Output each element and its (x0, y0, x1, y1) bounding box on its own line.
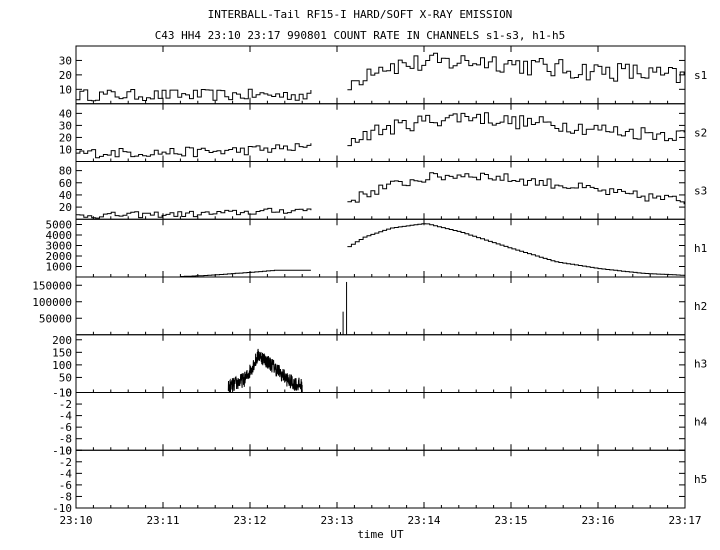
series-s3 (76, 207, 312, 219)
channel-label-h3: h3 (694, 358, 707, 371)
ytick-label-h4: 0 (65, 387, 72, 400)
panel-frame-h2 (75, 276, 686, 336)
panel-frame-s3 (75, 161, 686, 220)
ytick-label-s1: 20 (59, 69, 72, 82)
xtick-label: 23:16 (581, 514, 614, 527)
series-s1 (76, 88, 312, 102)
panel-frame-h4 (75, 392, 686, 451)
xtick-label: 23:12 (233, 514, 266, 527)
series-s3 (347, 172, 685, 205)
xtick-label: 23:11 (146, 514, 179, 527)
series-h1 (347, 223, 685, 276)
series-s2 (347, 112, 685, 147)
channel-label-h5: h5 (694, 473, 707, 486)
ytick-label-s1: 30 (59, 54, 72, 67)
chart-title: INTERBALL-Tail RF15-I HARD/SOFT X-RAY EM… (207, 8, 513, 21)
ytick-label-h4: -8 (59, 433, 72, 446)
ytick-label-h5: -6 (59, 479, 72, 492)
x-axis-label: time UT (357, 528, 404, 541)
chart-subtitle: C43 HH4 23:10 23:17 990801 COUNT RATE IN… (154, 29, 566, 42)
ytick-label-h5: 0 (65, 444, 72, 457)
xtick-label: 23:14 (407, 514, 440, 527)
xtick-label: 23:15 (494, 514, 527, 527)
ytick-label-h4: -6 (59, 421, 72, 434)
channel-label-s3: s3 (694, 184, 707, 197)
channel-label-h2: h2 (694, 300, 707, 313)
ytick-label-h4: -2 (59, 398, 72, 411)
panel-frame-h5 (75, 449, 686, 509)
ytick-label-h4: -10 (52, 444, 72, 457)
channel-label-s1: s1 (694, 69, 707, 82)
xtick-label: 23:17 (668, 514, 701, 527)
ytick-label-h5: -8 (59, 490, 72, 503)
ytick-label-s2: 10 (59, 143, 72, 156)
ytick-label-h1: 5000 (46, 219, 73, 232)
ytick-label-h3: 100 (52, 359, 72, 372)
channel-label-h4: h4 (694, 415, 708, 428)
ytick-label-h1: 1000 (46, 261, 73, 274)
series-s2 (76, 143, 312, 159)
ytick-label-s3: 80 (59, 165, 72, 178)
ytick-label-h5: -10 (52, 502, 72, 515)
channel-label-s2: s2 (694, 127, 707, 140)
ytick-label-s3: 40 (59, 189, 72, 202)
ytick-label-h5: -2 (59, 456, 72, 469)
ytick-label-s1: 10 (59, 83, 72, 96)
ytick-label-h1: 2000 (46, 250, 73, 263)
ytick-label-h3: 150 (52, 346, 72, 359)
ytick-label-s2: 20 (59, 131, 72, 144)
xtick-label: 23:10 (59, 514, 92, 527)
ytick-label-h3: 50 (59, 371, 72, 384)
ytick-label-h2: 50000 (39, 312, 72, 325)
ytick-label-h2: 100000 (32, 296, 72, 309)
ytick-label-h1: 3000 (46, 240, 73, 253)
ytick-label-h5: -4 (59, 467, 73, 480)
panel-frame-s2 (75, 103, 686, 162)
channel-label-h1: h1 (694, 242, 707, 255)
panel-frame-s1 (75, 45, 686, 105)
ytick-label-s3: 20 (59, 201, 72, 214)
series-h3 (227, 348, 303, 393)
ytick-label-h2: 150000 (32, 279, 72, 292)
ytick-label-h3: -10 (52, 387, 72, 400)
ytick-label-h3: 200 (52, 334, 72, 347)
xtick-label: 23:13 (320, 514, 353, 527)
ytick-label-h4: -4 (59, 410, 73, 423)
series-h1 (180, 269, 311, 277)
ytick-label-s3: 60 (59, 177, 72, 190)
ytick-label-h1: 4000 (46, 229, 73, 242)
panel-frame-h3 (75, 334, 686, 393)
ytick-label-s2: 30 (59, 119, 72, 132)
ytick-label-s2: 40 (59, 107, 72, 120)
series-s1 (347, 52, 685, 91)
